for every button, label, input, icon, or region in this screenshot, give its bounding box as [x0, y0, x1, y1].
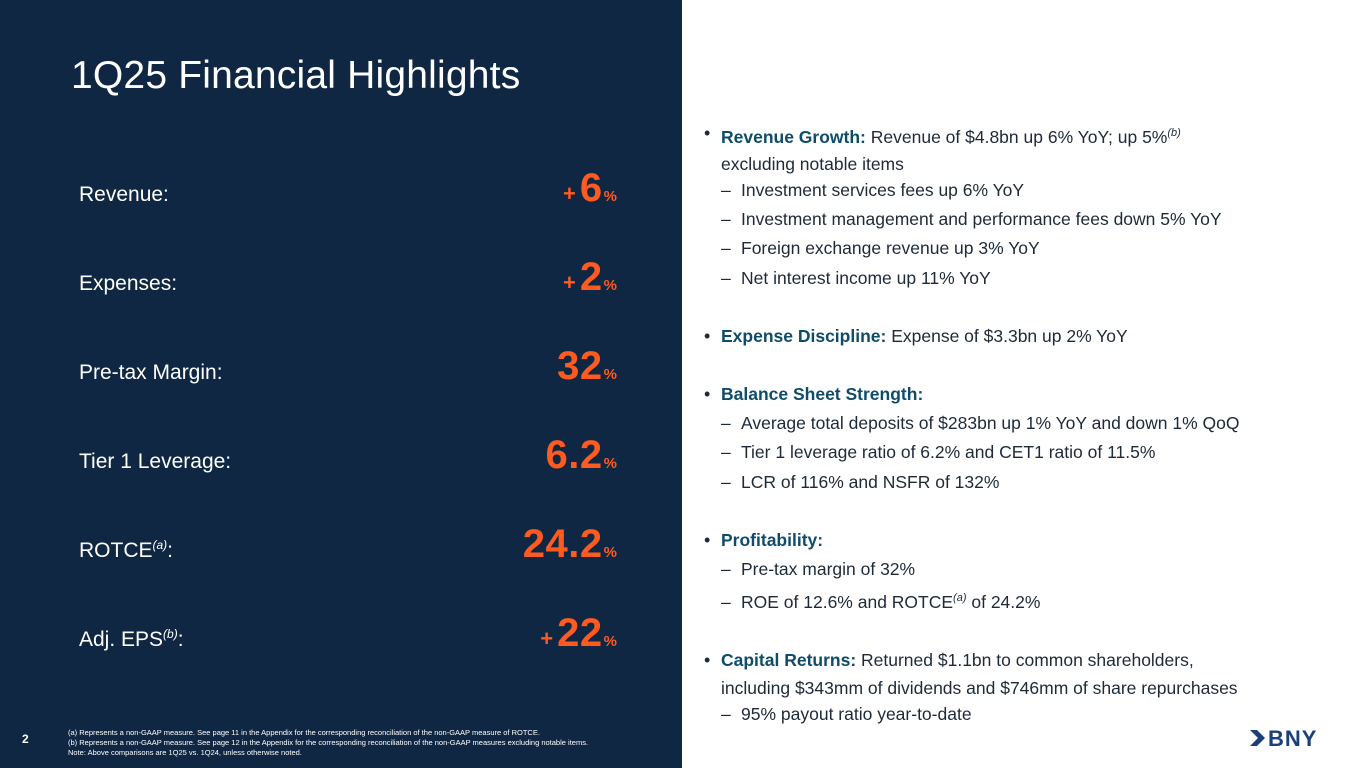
bullet-dot: •	[704, 384, 711, 405]
sub-bullet: – Investment services fees up 6% YoY	[721, 180, 1025, 201]
footnote: (b) Represents a non-GAAP measure. See p…	[68, 738, 589, 747]
metric-value: +2%	[563, 255, 617, 299]
metric-label: Revenue:	[79, 183, 169, 206]
metric-value: +22%	[540, 611, 617, 655]
sub-bullet: – Net interest income up 11% YoY	[721, 267, 991, 288]
bullet-profitability: • Profitability:	[704, 526, 1335, 555]
sub-bullet: – LCR of 116% and NSFR of 132%	[721, 471, 1000, 492]
metric-expenses: Expenses: +2%	[79, 246, 617, 306]
page-number: 2	[22, 732, 29, 746]
bullet-dot: •	[704, 650, 711, 671]
metric-tier1-leverage: Tier 1 Leverage: 6.2%	[79, 424, 617, 484]
metric-label: Pre-tax Margin:	[79, 361, 223, 384]
metric-adj-eps: Adj. EPS(b): +22%	[79, 602, 617, 662]
sub-bullet: – Pre-tax margin of 32%	[721, 559, 916, 580]
metric-value: 6.2%	[545, 433, 617, 477]
metric-label: Expenses:	[79, 272, 178, 295]
bullet-heading: Capital Returns:	[721, 650, 857, 671]
bullet-dot: •	[704, 325, 711, 346]
bullet-expense-discipline: • Expense Discipline: Expense of $3.3bn …	[704, 322, 1335, 351]
left-panel: 1Q25 Financial Highlights Revenue: +6% E…	[0, 0, 682, 768]
bullet-heading: Revenue Growth:	[721, 126, 866, 147]
bullet-heading: Balance Sheet Strength:	[721, 384, 924, 405]
bullet-heading: Expense Discipline:	[721, 325, 887, 346]
sub-bullet: – Tier 1 leverage ratio of 6.2% and CET1 …	[721, 442, 1156, 463]
sub-bullet: – Foreign exchange revenue up 3% YoY	[721, 238, 1040, 259]
page-title: 1Q25 Financial Highlights	[71, 54, 521, 97]
bullet-balance-sheet: • Balance Sheet Strength:	[704, 380, 1335, 409]
sub-bullet: –95% payout ratio year-to-date	[721, 703, 972, 724]
sub-bullet: – Average total deposits of $283bn up 1% …	[721, 413, 1240, 434]
footnotes: (a) Represents a non-GAAP measure. See p…	[68, 728, 588, 758]
bullet-dot: •	[704, 123, 711, 143]
metric-value: 32%	[557, 344, 617, 388]
metric-revenue: Revenue: +6%	[79, 157, 617, 217]
logo-text: BNY	[1268, 726, 1317, 750]
footnote: Note: Above comparisons are 1Q25 vs. 1Q2…	[68, 748, 302, 757]
metric-pretax-margin: Pre-tax Margin: 32%	[79, 335, 617, 395]
sub-bullet: – Investment management and performance f…	[721, 209, 1222, 230]
metric-label: Tier 1 Leverage:	[79, 450, 232, 473]
metric-value: +6%	[563, 166, 617, 210]
bullet-dot: •	[704, 529, 711, 550]
bullet-revenue-growth: • Revenue Growth: Revenue of $4.8bn up 6…	[704, 119, 1335, 176]
metric-value: 24.2%	[522, 522, 617, 566]
arrow-chevron-icon	[1250, 730, 1265, 746]
metric-label: ROTCE(a):	[79, 538, 174, 562]
bny-logo: BNY	[1250, 726, 1317, 750]
metric-label: Adj. EPS(b):	[79, 627, 184, 651]
metric-rotce: ROTCE(a): 24.2%	[79, 513, 617, 573]
sub-bullet: – ROE of 12.6% and ROTCE(a) of 24.2%	[721, 592, 1041, 613]
footnote: (a) Represents a non-GAAP measure. See p…	[68, 728, 540, 737]
highlights-list: • Revenue Growth: Revenue of $4.8bn up 6…	[704, 119, 1335, 729]
bullet-capital-returns: • Capital Returns: Returned $1.1bn to co…	[704, 646, 1335, 699]
bullet-heading: Profitability:	[721, 529, 824, 550]
